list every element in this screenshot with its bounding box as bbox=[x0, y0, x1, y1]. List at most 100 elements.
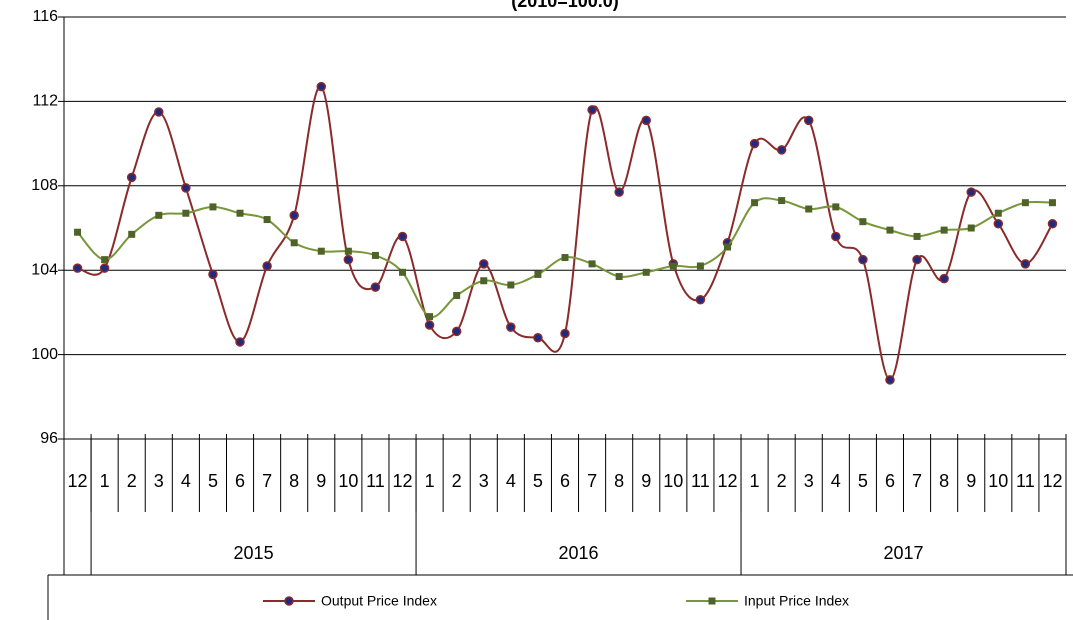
point bbox=[831, 231, 841, 242]
point bbox=[74, 228, 82, 236]
point bbox=[451, 326, 462, 337]
point bbox=[939, 273, 949, 284]
point bbox=[776, 145, 787, 155]
x-tick-label: 2 bbox=[452, 471, 462, 491]
x-tick-label: 7 bbox=[912, 471, 922, 491]
y-tick-label: 104 bbox=[31, 261, 58, 278]
point bbox=[72, 263, 83, 273]
x-tick-label: 6 bbox=[560, 471, 570, 491]
point bbox=[534, 270, 542, 278]
x-tick-label: 1 bbox=[425, 471, 435, 491]
point bbox=[641, 115, 651, 126]
point bbox=[317, 247, 325, 255]
point bbox=[805, 205, 813, 213]
x-tick-label: 4 bbox=[506, 471, 516, 491]
point bbox=[994, 209, 1002, 217]
point bbox=[832, 203, 840, 211]
x-tick-label: 7 bbox=[587, 471, 597, 491]
point bbox=[426, 313, 434, 321]
point bbox=[669, 262, 677, 270]
point bbox=[723, 243, 731, 251]
point bbox=[453, 292, 461, 300]
x-tick-label: 6 bbox=[235, 471, 245, 491]
x-tick-label: 11 bbox=[366, 471, 385, 491]
point bbox=[424, 320, 435, 330]
point bbox=[181, 183, 191, 193]
series-line bbox=[77, 85, 1054, 381]
x-tick-label: 3 bbox=[154, 471, 164, 491]
point bbox=[803, 115, 814, 126]
x-tick-label: 6 bbox=[885, 471, 895, 491]
point bbox=[749, 138, 760, 149]
point bbox=[1021, 199, 1029, 207]
point bbox=[480, 277, 488, 285]
point bbox=[316, 81, 327, 92]
x-tick-label: 2 bbox=[777, 471, 787, 491]
point bbox=[101, 256, 109, 264]
point bbox=[885, 375, 895, 385]
point bbox=[1047, 219, 1058, 229]
point bbox=[588, 260, 596, 268]
point bbox=[533, 332, 543, 343]
point bbox=[614, 187, 624, 197]
point bbox=[154, 107, 164, 117]
point bbox=[561, 254, 569, 262]
legend-marker bbox=[708, 597, 716, 605]
point bbox=[126, 172, 137, 183]
point bbox=[886, 226, 894, 234]
x-tick-label: 8 bbox=[614, 471, 624, 491]
y-tick-label: 96 bbox=[40, 430, 58, 447]
point bbox=[209, 203, 217, 211]
point bbox=[1048, 199, 1056, 207]
y-tick-label: 108 bbox=[31, 177, 58, 194]
x-tick-label: 5 bbox=[533, 471, 543, 491]
point bbox=[290, 239, 298, 247]
x-tick-label: 5 bbox=[208, 471, 218, 491]
group-label: 2017 bbox=[883, 543, 923, 563]
x-tick-label: 7 bbox=[262, 471, 272, 491]
point bbox=[751, 199, 759, 207]
point bbox=[155, 211, 163, 219]
point bbox=[506, 322, 516, 332]
x-tick-label: 9 bbox=[316, 471, 326, 491]
group-label: 2015 bbox=[234, 543, 274, 563]
point bbox=[397, 231, 408, 242]
legend-marker bbox=[284, 596, 294, 606]
x-tick-label: 12 bbox=[68, 471, 88, 491]
point bbox=[289, 210, 299, 221]
y-tick-label: 112 bbox=[32, 93, 58, 110]
x-tick-label: 4 bbox=[831, 471, 841, 491]
group-label: 2016 bbox=[559, 543, 599, 563]
point bbox=[642, 268, 650, 276]
y-tick-label: 100 bbox=[31, 346, 58, 363]
point bbox=[696, 262, 704, 270]
x-tick-label: 8 bbox=[939, 471, 949, 491]
point bbox=[235, 337, 245, 347]
point bbox=[859, 218, 867, 226]
x-tick-label: 10 bbox=[338, 471, 358, 491]
point bbox=[370, 282, 381, 292]
point bbox=[967, 224, 975, 232]
point bbox=[560, 328, 570, 339]
point bbox=[371, 251, 379, 259]
point bbox=[399, 268, 407, 276]
point bbox=[778, 197, 786, 205]
x-tick-label: 4 bbox=[181, 471, 191, 491]
point bbox=[587, 105, 597, 115]
point bbox=[182, 209, 190, 217]
x-tick-label: 12 bbox=[1042, 471, 1062, 491]
chart-title: (2010=100.0) bbox=[511, 0, 619, 11]
x-tick-label: 1 bbox=[100, 471, 110, 491]
point bbox=[99, 263, 110, 273]
x-tick-label: 11 bbox=[691, 471, 710, 491]
point bbox=[343, 254, 354, 265]
point bbox=[1020, 259, 1031, 269]
point bbox=[479, 259, 489, 269]
point bbox=[128, 230, 136, 238]
x-tick-label: 8 bbox=[289, 471, 299, 491]
point bbox=[262, 261, 272, 271]
x-tick-label: 2 bbox=[127, 471, 137, 491]
x-tick-label: 1 bbox=[750, 471, 760, 491]
x-tick-label: 12 bbox=[717, 471, 737, 491]
